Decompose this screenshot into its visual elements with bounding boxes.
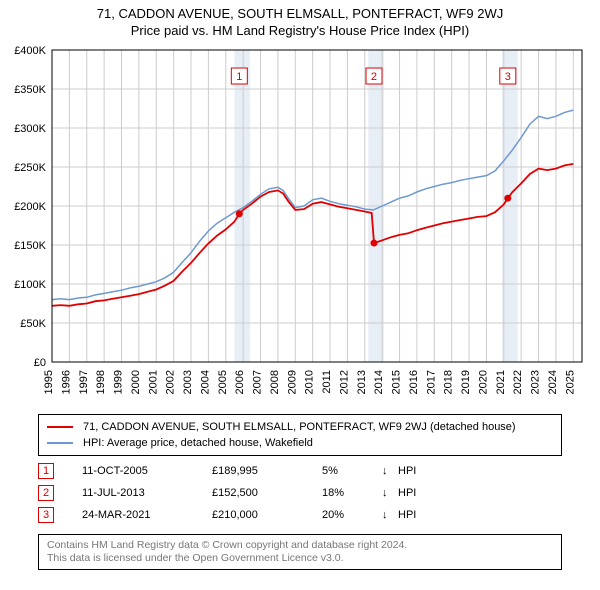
legend-swatch bbox=[47, 426, 73, 428]
transaction-table: 111-OCT-2005£189,9955%↓HPI211-JUL-2013£1… bbox=[38, 460, 562, 526]
y-tick-label: £0 bbox=[34, 357, 46, 369]
transaction-suffix: HPI bbox=[398, 487, 438, 499]
x-tick-label: 2022 bbox=[512, 370, 524, 394]
footnote: Contains HM Land Registry data © Crown c… bbox=[38, 534, 562, 570]
x-tick-label: 2008 bbox=[269, 370, 281, 394]
chart-subtitle: Price paid vs. HM Land Registry's House … bbox=[0, 23, 600, 38]
x-tick-label: 2016 bbox=[408, 370, 420, 394]
legend-swatch bbox=[47, 442, 73, 444]
marker-badge-label: 1 bbox=[236, 71, 242, 83]
x-tick-label: 2012 bbox=[338, 370, 350, 394]
transaction-badge: 2 bbox=[38, 485, 54, 501]
footnote-line1: Contains HM Land Registry data © Crown c… bbox=[47, 539, 553, 552]
transaction-badge: 3 bbox=[38, 507, 54, 523]
down-arrow-icon: ↓ bbox=[382, 487, 398, 499]
x-tick-label: 2014 bbox=[373, 370, 385, 394]
y-tick-label: £200K bbox=[14, 201, 46, 213]
transaction-pct: 18% bbox=[322, 487, 382, 499]
legend-row: HPI: Average price, detached house, Wake… bbox=[47, 435, 553, 451]
legend-row: 71, CADDON AVENUE, SOUTH ELMSALL, PONTEF… bbox=[47, 419, 553, 435]
transaction-suffix: HPI bbox=[398, 465, 438, 477]
marker-badge-label: 3 bbox=[505, 71, 511, 83]
transaction-row: 2 11-JUL-2013£152,50018%↓HPI bbox=[38, 482, 562, 504]
x-tick-label: 2011 bbox=[321, 370, 333, 394]
legend: 71, CADDON AVENUE, SOUTH ELMSALL, PONTEF… bbox=[38, 414, 562, 456]
transaction-row: 1 11-OCT-2005£189,9955%↓HPI bbox=[38, 460, 562, 482]
x-tick-label: 2007 bbox=[252, 370, 264, 394]
transaction-pct: 5% bbox=[322, 465, 382, 477]
marker-point bbox=[236, 210, 243, 217]
x-tick-label: 2021 bbox=[495, 370, 507, 394]
x-tick-label: 2000 bbox=[130, 370, 142, 394]
transaction-price: £210,000 bbox=[212, 509, 322, 521]
transaction-price: £189,995 bbox=[212, 465, 322, 477]
transaction-badge: 1 bbox=[38, 463, 54, 479]
x-tick-label: 2004 bbox=[199, 370, 211, 394]
x-tick-label: 2025 bbox=[564, 370, 576, 394]
x-tick-label: 1996 bbox=[60, 370, 72, 394]
x-tick-label: 2018 bbox=[443, 370, 455, 394]
marker-badge-label: 2 bbox=[371, 71, 377, 83]
down-arrow-icon: ↓ bbox=[382, 465, 398, 477]
x-tick-label: 2019 bbox=[460, 370, 472, 394]
y-tick-label: £400K bbox=[14, 46, 46, 57]
x-tick-label: 2001 bbox=[147, 370, 159, 394]
x-tick-label: 1997 bbox=[78, 370, 90, 394]
y-tick-label: £100K bbox=[14, 279, 46, 291]
x-tick-label: 2003 bbox=[182, 370, 194, 394]
y-tick-label: £150K bbox=[14, 240, 46, 252]
x-tick-label: 2023 bbox=[530, 370, 542, 394]
marker-point bbox=[504, 195, 511, 202]
x-tick-label: 2020 bbox=[477, 370, 489, 394]
x-tick-label: 2009 bbox=[286, 370, 298, 394]
x-tick-label: 2015 bbox=[391, 370, 403, 394]
transaction-pct: 20% bbox=[322, 509, 382, 521]
x-tick-label: 2006 bbox=[234, 370, 246, 394]
legend-label: HPI: Average price, detached house, Wake… bbox=[83, 435, 313, 451]
y-tick-label: £250K bbox=[14, 162, 46, 174]
x-tick-label: 1995 bbox=[43, 370, 55, 394]
x-tick-label: 1998 bbox=[95, 370, 107, 394]
y-tick-label: £50K bbox=[20, 318, 46, 330]
footnote-line2: This data is licensed under the Open Gov… bbox=[47, 552, 553, 565]
x-tick-label: 1999 bbox=[113, 370, 125, 394]
x-tick-label: 2024 bbox=[547, 370, 559, 394]
price-chart: £0 £50K £100K £150K £200K £250K £300K £350K £400… bbox=[0, 46, 600, 406]
y-tick-label: £350K bbox=[14, 84, 46, 96]
transaction-price: £152,500 bbox=[212, 487, 322, 499]
transaction-date: 11-OCT-2005 bbox=[82, 465, 212, 477]
x-tick-label: 2017 bbox=[425, 370, 437, 394]
marker-point bbox=[370, 240, 377, 247]
x-tick-label: 2005 bbox=[217, 370, 229, 394]
x-tick-label: 2002 bbox=[165, 370, 177, 394]
down-arrow-icon: ↓ bbox=[382, 509, 398, 521]
transaction-row: 3 24-MAR-2021£210,00020%↓HPI bbox=[38, 504, 562, 526]
x-tick-label: 2010 bbox=[304, 370, 316, 394]
transaction-date: 24-MAR-2021 bbox=[82, 509, 212, 521]
x-tick-label: 2013 bbox=[356, 370, 368, 394]
transaction-suffix: HPI bbox=[398, 509, 438, 521]
legend-label: 71, CADDON AVENUE, SOUTH ELMSALL, PONTEF… bbox=[83, 419, 516, 435]
chart-title-address: 71, CADDON AVENUE, SOUTH ELMSALL, PONTEF… bbox=[0, 6, 600, 21]
transaction-date: 11-JUL-2013 bbox=[82, 487, 212, 499]
y-tick-label: £300K bbox=[14, 123, 46, 135]
